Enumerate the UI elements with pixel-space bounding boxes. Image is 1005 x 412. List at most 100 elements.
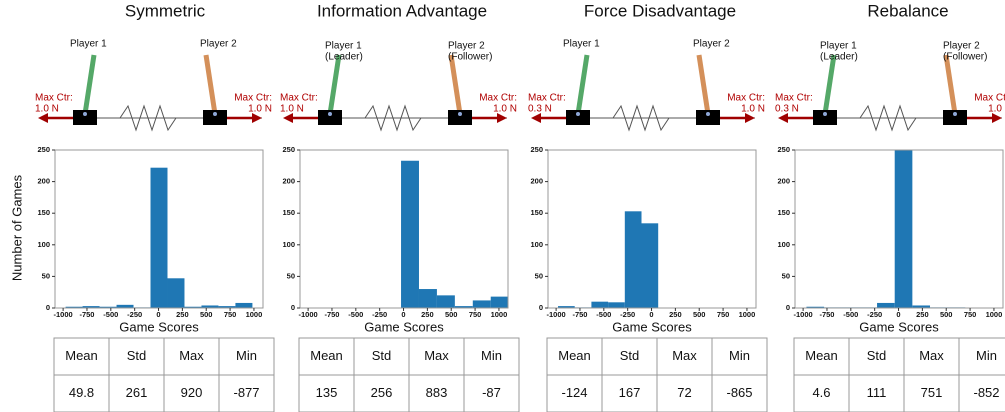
table-cell: 49.8	[69, 385, 94, 400]
table-cell: 135	[316, 385, 338, 400]
right-force-label: 1.0 N	[988, 104, 1005, 115]
player1-stick	[578, 55, 587, 114]
y-tick-label: 150	[282, 208, 295, 217]
y-tick-label: 200	[282, 177, 295, 186]
table-header: Mean	[805, 348, 838, 363]
left-force-label: 0.3 N	[528, 104, 552, 115]
player2-label: (Follower)	[943, 52, 987, 63]
player2-stick	[206, 55, 215, 114]
plot-area	[401, 161, 509, 308]
player1-joint	[328, 112, 332, 116]
x-tick-label: -750	[819, 310, 834, 319]
table-header: Std	[620, 348, 640, 363]
table-header: Mean	[65, 348, 98, 363]
bar	[401, 161, 419, 308]
table-cell: -877	[233, 385, 259, 400]
y-tick-label: 200	[37, 177, 50, 186]
y-tick-label: 50	[287, 271, 295, 280]
x-tick-label: -500	[596, 310, 611, 319]
bar	[895, 145, 913, 308]
y-tick-label: 200	[530, 177, 543, 186]
x-tick-label: 500	[693, 310, 706, 319]
x-tick-label: -1000	[547, 310, 566, 319]
right-force-label: Max Ctr:	[727, 93, 765, 104]
y-tick-label: 100	[37, 240, 50, 249]
x-tick-label: 250	[916, 310, 929, 319]
player1-joint	[823, 112, 827, 116]
y-tick-label: 200	[777, 177, 790, 186]
x-tick-label: -750	[324, 310, 339, 319]
plot-area	[66, 168, 253, 308]
right-force-label: Max Ctr:	[234, 93, 272, 104]
y-tick-label: 0	[46, 303, 50, 312]
y-tick-label: 150	[530, 208, 543, 217]
table-cell: 261	[126, 385, 148, 400]
x-tick-label: -500	[348, 310, 363, 319]
x-tick-label: 0	[156, 310, 160, 319]
bar	[473, 300, 491, 308]
table-cell: 256	[371, 385, 393, 400]
y-tick-label: 150	[37, 208, 50, 217]
table-cell: 751	[921, 385, 943, 400]
left-force-label: Max Ctr:	[280, 93, 318, 104]
table-header: Min	[236, 348, 257, 363]
x-tick-label: 0	[649, 310, 653, 319]
table-header: Mean	[310, 348, 343, 363]
table-header: Max	[919, 348, 944, 363]
x-tick-label: 1000	[246, 310, 263, 319]
y-tick-label: 0	[291, 303, 295, 312]
player1-label: Player 1	[820, 41, 857, 52]
table-cell: 4.6	[812, 385, 830, 400]
bar	[877, 303, 895, 308]
x-tick-label: 0	[896, 310, 900, 319]
x-tick-label: -1000	[299, 310, 318, 319]
plot-area	[806, 145, 965, 308]
x-tick-label: -250	[127, 310, 142, 319]
bar	[235, 303, 252, 308]
table-cell: -852	[973, 385, 999, 400]
table-cell: 72	[677, 385, 691, 400]
table-header: Std	[127, 348, 147, 363]
y-tick-label: 250	[37, 145, 50, 154]
player2-label: Player 2	[943, 41, 980, 52]
right-force-label: Max Ctr:	[974, 93, 1005, 104]
player1-stick	[85, 55, 94, 114]
table-cell: -865	[726, 385, 752, 400]
x-tick-label: 750	[469, 310, 482, 319]
player1-joint	[83, 112, 87, 116]
left-force-label: Max Ctr:	[35, 93, 73, 104]
left-force-label: Max Ctr:	[775, 93, 813, 104]
x-tick-label: 1000	[491, 310, 508, 319]
table-cell: -87	[482, 385, 501, 400]
chart-title: Force Disadvantage	[584, 1, 736, 20]
x-tick-label: 250	[176, 310, 189, 319]
x-tick-label: 750	[224, 310, 237, 319]
x-tick-label: -250	[372, 310, 387, 319]
table-header: Mean	[558, 348, 591, 363]
x-axis-label: Game Scores	[119, 319, 199, 334]
bar	[151, 168, 168, 308]
x-tick-label: 500	[200, 310, 213, 319]
bar	[437, 295, 455, 308]
player1-label: Player 1	[325, 41, 362, 52]
bar	[491, 297, 509, 308]
y-tick-label: 50	[535, 271, 543, 280]
x-tick-label: 250	[669, 310, 682, 319]
y-tick-label: 100	[530, 240, 543, 249]
x-tick-label: 0	[401, 310, 405, 319]
player2-label: Player 2	[448, 41, 485, 52]
x-tick-label: 750	[717, 310, 730, 319]
table-cell: 167	[619, 385, 641, 400]
x-tick-label: -250	[867, 310, 882, 319]
chart-title: Symmetric	[125, 1, 206, 20]
x-axis-label: Game Scores	[364, 319, 444, 334]
x-tick-label: -1000	[794, 310, 813, 319]
game-diagram: Player 1(Leader)Player 2(Follower)Max Ct…	[280, 41, 517, 130]
figure: Player 1Player 2Max Ctr:1.0 NMax Ctr:1.0…	[0, 0, 1005, 412]
player2-stick	[699, 55, 708, 114]
y-tick-label: 250	[282, 145, 295, 154]
game-diagram: Player 1(Leader)Player 2(Follower)Max Ct…	[775, 41, 1005, 130]
y-tick-label: 50	[42, 271, 50, 280]
x-axis-label: Game Scores	[612, 319, 692, 334]
